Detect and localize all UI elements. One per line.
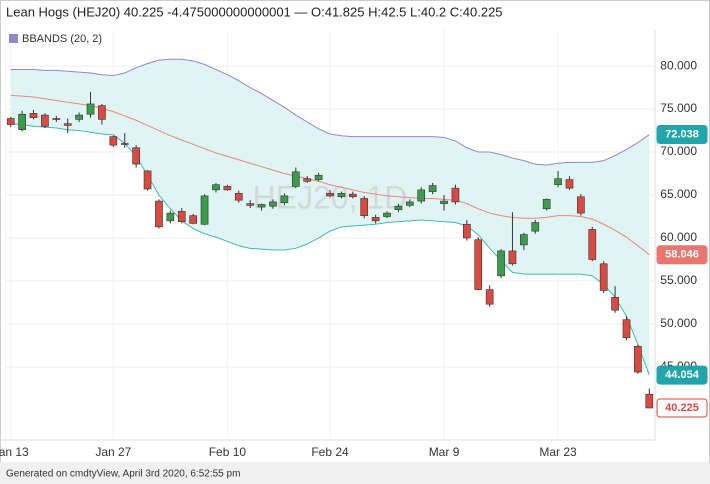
candle-body xyxy=(326,193,334,197)
header: Lean Hogs (HEJ20) 40.225 -4.475000000000… xyxy=(6,4,503,19)
candle-body xyxy=(417,189,426,202)
candle-body xyxy=(303,178,312,182)
candle-body xyxy=(109,136,118,146)
x-tick-label: Feb 10 xyxy=(209,445,247,459)
candle-body xyxy=(520,234,528,246)
candle-body xyxy=(440,200,448,204)
price-badge xyxy=(656,365,708,385)
y-tick-label: 80.000 xyxy=(660,58,697,72)
candle-body xyxy=(531,222,540,232)
candle-body xyxy=(383,212,391,217)
price-badge-label: 72.038 xyxy=(665,128,699,140)
candle-body xyxy=(143,170,152,190)
band-upper xyxy=(10,58,650,166)
band-fill xyxy=(10,59,650,376)
y-tick-label: 60.000 xyxy=(660,230,697,244)
candle-body xyxy=(371,217,380,222)
candle-body xyxy=(611,297,619,311)
candle-body xyxy=(542,199,551,210)
footer: Generated on cmdtyView, April 3rd 2020, … xyxy=(6,469,240,480)
candle-body xyxy=(212,184,220,191)
candle-body xyxy=(463,223,471,239)
price-badge xyxy=(656,125,708,145)
candle-body xyxy=(634,346,642,373)
candle-body xyxy=(234,193,243,201)
candle-body xyxy=(485,289,494,305)
candle-body xyxy=(554,178,562,186)
y-tick-label: 65.000 xyxy=(660,187,697,201)
candle-body xyxy=(360,198,369,216)
candle-body xyxy=(474,239,483,290)
candle-body xyxy=(257,204,266,208)
x-tick-label: Mar 9 xyxy=(429,445,460,459)
candle-body xyxy=(223,186,232,191)
candle-body xyxy=(75,114,83,120)
candle-body xyxy=(41,114,49,127)
x-tick-label: Mar 23 xyxy=(539,445,577,459)
candle-body xyxy=(18,113,26,131)
price-badge-label: 44.054 xyxy=(665,369,700,381)
candle-body xyxy=(6,118,15,125)
candle-body xyxy=(577,196,585,214)
y-tick-label: 55.000 xyxy=(660,273,697,287)
candle-body xyxy=(508,250,517,265)
candle-body xyxy=(348,193,357,198)
candle-body xyxy=(269,201,277,207)
candle-body xyxy=(86,103,95,115)
candle-body xyxy=(120,143,129,145)
price-badge-label: 40.225 xyxy=(665,402,699,414)
candle-body xyxy=(246,203,255,206)
candle-body xyxy=(177,211,186,222)
price-badge xyxy=(656,245,708,265)
candle-body xyxy=(428,185,437,192)
legend-swatch xyxy=(9,34,18,43)
footer-bg xyxy=(0,462,710,484)
candle-body xyxy=(280,195,289,204)
y-tick-label: 75.000 xyxy=(660,101,697,115)
y-tick-label: 50.000 xyxy=(660,316,697,330)
candle-body xyxy=(645,393,654,409)
candle-body xyxy=(565,179,574,189)
candle-body xyxy=(497,250,505,277)
candle-body xyxy=(405,201,414,206)
candle-body xyxy=(166,212,175,222)
candle-body xyxy=(314,174,323,180)
candle-body xyxy=(200,195,209,225)
candle-body xyxy=(189,215,197,224)
candle-body xyxy=(588,229,597,260)
candle-body xyxy=(98,105,106,120)
price-badge-label: 58.046 xyxy=(665,249,699,261)
x-tick-label: Feb 24 xyxy=(311,445,349,459)
candle-body xyxy=(29,113,38,118)
y-tick-label: 70.000 xyxy=(660,144,697,158)
candle-body xyxy=(52,118,61,120)
candle-body xyxy=(394,205,403,210)
candle-body xyxy=(155,200,163,228)
band-middle xyxy=(10,94,650,256)
price-badge xyxy=(656,398,708,418)
candle-body xyxy=(63,123,72,126)
candle-body xyxy=(337,193,346,198)
legend-label: BBANDS (20, 2) xyxy=(22,33,102,45)
candle-body xyxy=(132,147,140,165)
candle-body xyxy=(599,263,608,291)
x-tick-label: Jan 27 xyxy=(95,445,131,459)
candle-body xyxy=(291,171,300,187)
candle-body xyxy=(451,187,460,203)
x-tick-label: Jan 13 xyxy=(0,445,29,459)
candle-body xyxy=(622,319,631,339)
